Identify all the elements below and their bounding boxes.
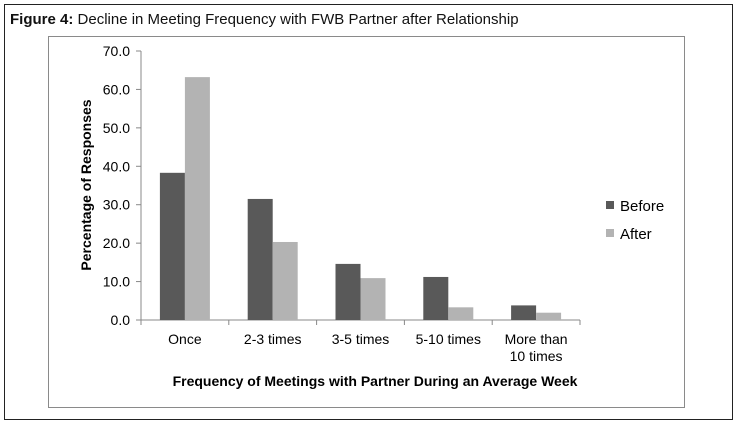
x-tick-label: 2-3 times bbox=[244, 331, 302, 347]
x-axis: Once 2-3 times 3-5 times 5-10 times More tha… bbox=[140, 319, 581, 364]
x-tick-label: Once bbox=[168, 331, 202, 347]
y-axis-title: Percentage of Responses bbox=[78, 99, 94, 270]
y-axis: 0.0 10.0 20.0 30.0 40.0 50.0 60.0 70.0 bbox=[103, 43, 142, 328]
bar-before bbox=[159, 172, 185, 320]
y-tick-label: 10.0 bbox=[103, 274, 130, 290]
legend-label-after: After bbox=[620, 226, 652, 243]
x-axis-title: Frequency of Meetings with Partner Durin… bbox=[173, 373, 578, 389]
y-tick-label: 0.0 bbox=[111, 312, 131, 328]
bar-after bbox=[272, 241, 298, 320]
bar-after bbox=[184, 77, 210, 320]
bar-after bbox=[360, 278, 386, 320]
bar-before bbox=[423, 276, 449, 320]
bar-before bbox=[511, 305, 537, 320]
x-tick-label: 3-5 times bbox=[332, 331, 390, 347]
y-tick-label: 40.0 bbox=[103, 158, 130, 174]
y-tick-label: 70.0 bbox=[103, 43, 130, 59]
bar-after bbox=[536, 312, 562, 320]
legend-swatch-before bbox=[606, 201, 614, 209]
legend: Before After bbox=[606, 198, 664, 243]
bars bbox=[159, 77, 562, 320]
figure-frame bbox=[4, 4, 733, 420]
figure-title: Figure 4: Decline in Meeting Frequency w… bbox=[10, 11, 519, 28]
chart-area-border bbox=[48, 36, 685, 408]
x-tick-label: 5-10 times bbox=[416, 331, 481, 347]
figure-caption: Decline in Meeting Frequency with FWB Pa… bbox=[77, 11, 519, 28]
legend-swatch-after bbox=[606, 229, 614, 237]
x-tick-label: More than 10 times bbox=[505, 331, 568, 364]
y-tick-label: 50.0 bbox=[103, 120, 130, 136]
y-tick-label: 20.0 bbox=[103, 235, 130, 251]
y-tick-label: 30.0 bbox=[103, 197, 130, 213]
bar-before bbox=[335, 263, 361, 320]
legend-label-before: Before bbox=[620, 198, 664, 215]
bar-before bbox=[247, 198, 273, 320]
y-tick-label: 60.0 bbox=[103, 81, 130, 97]
bar-after bbox=[448, 307, 474, 320]
figure-label: Figure 4: bbox=[10, 11, 74, 28]
